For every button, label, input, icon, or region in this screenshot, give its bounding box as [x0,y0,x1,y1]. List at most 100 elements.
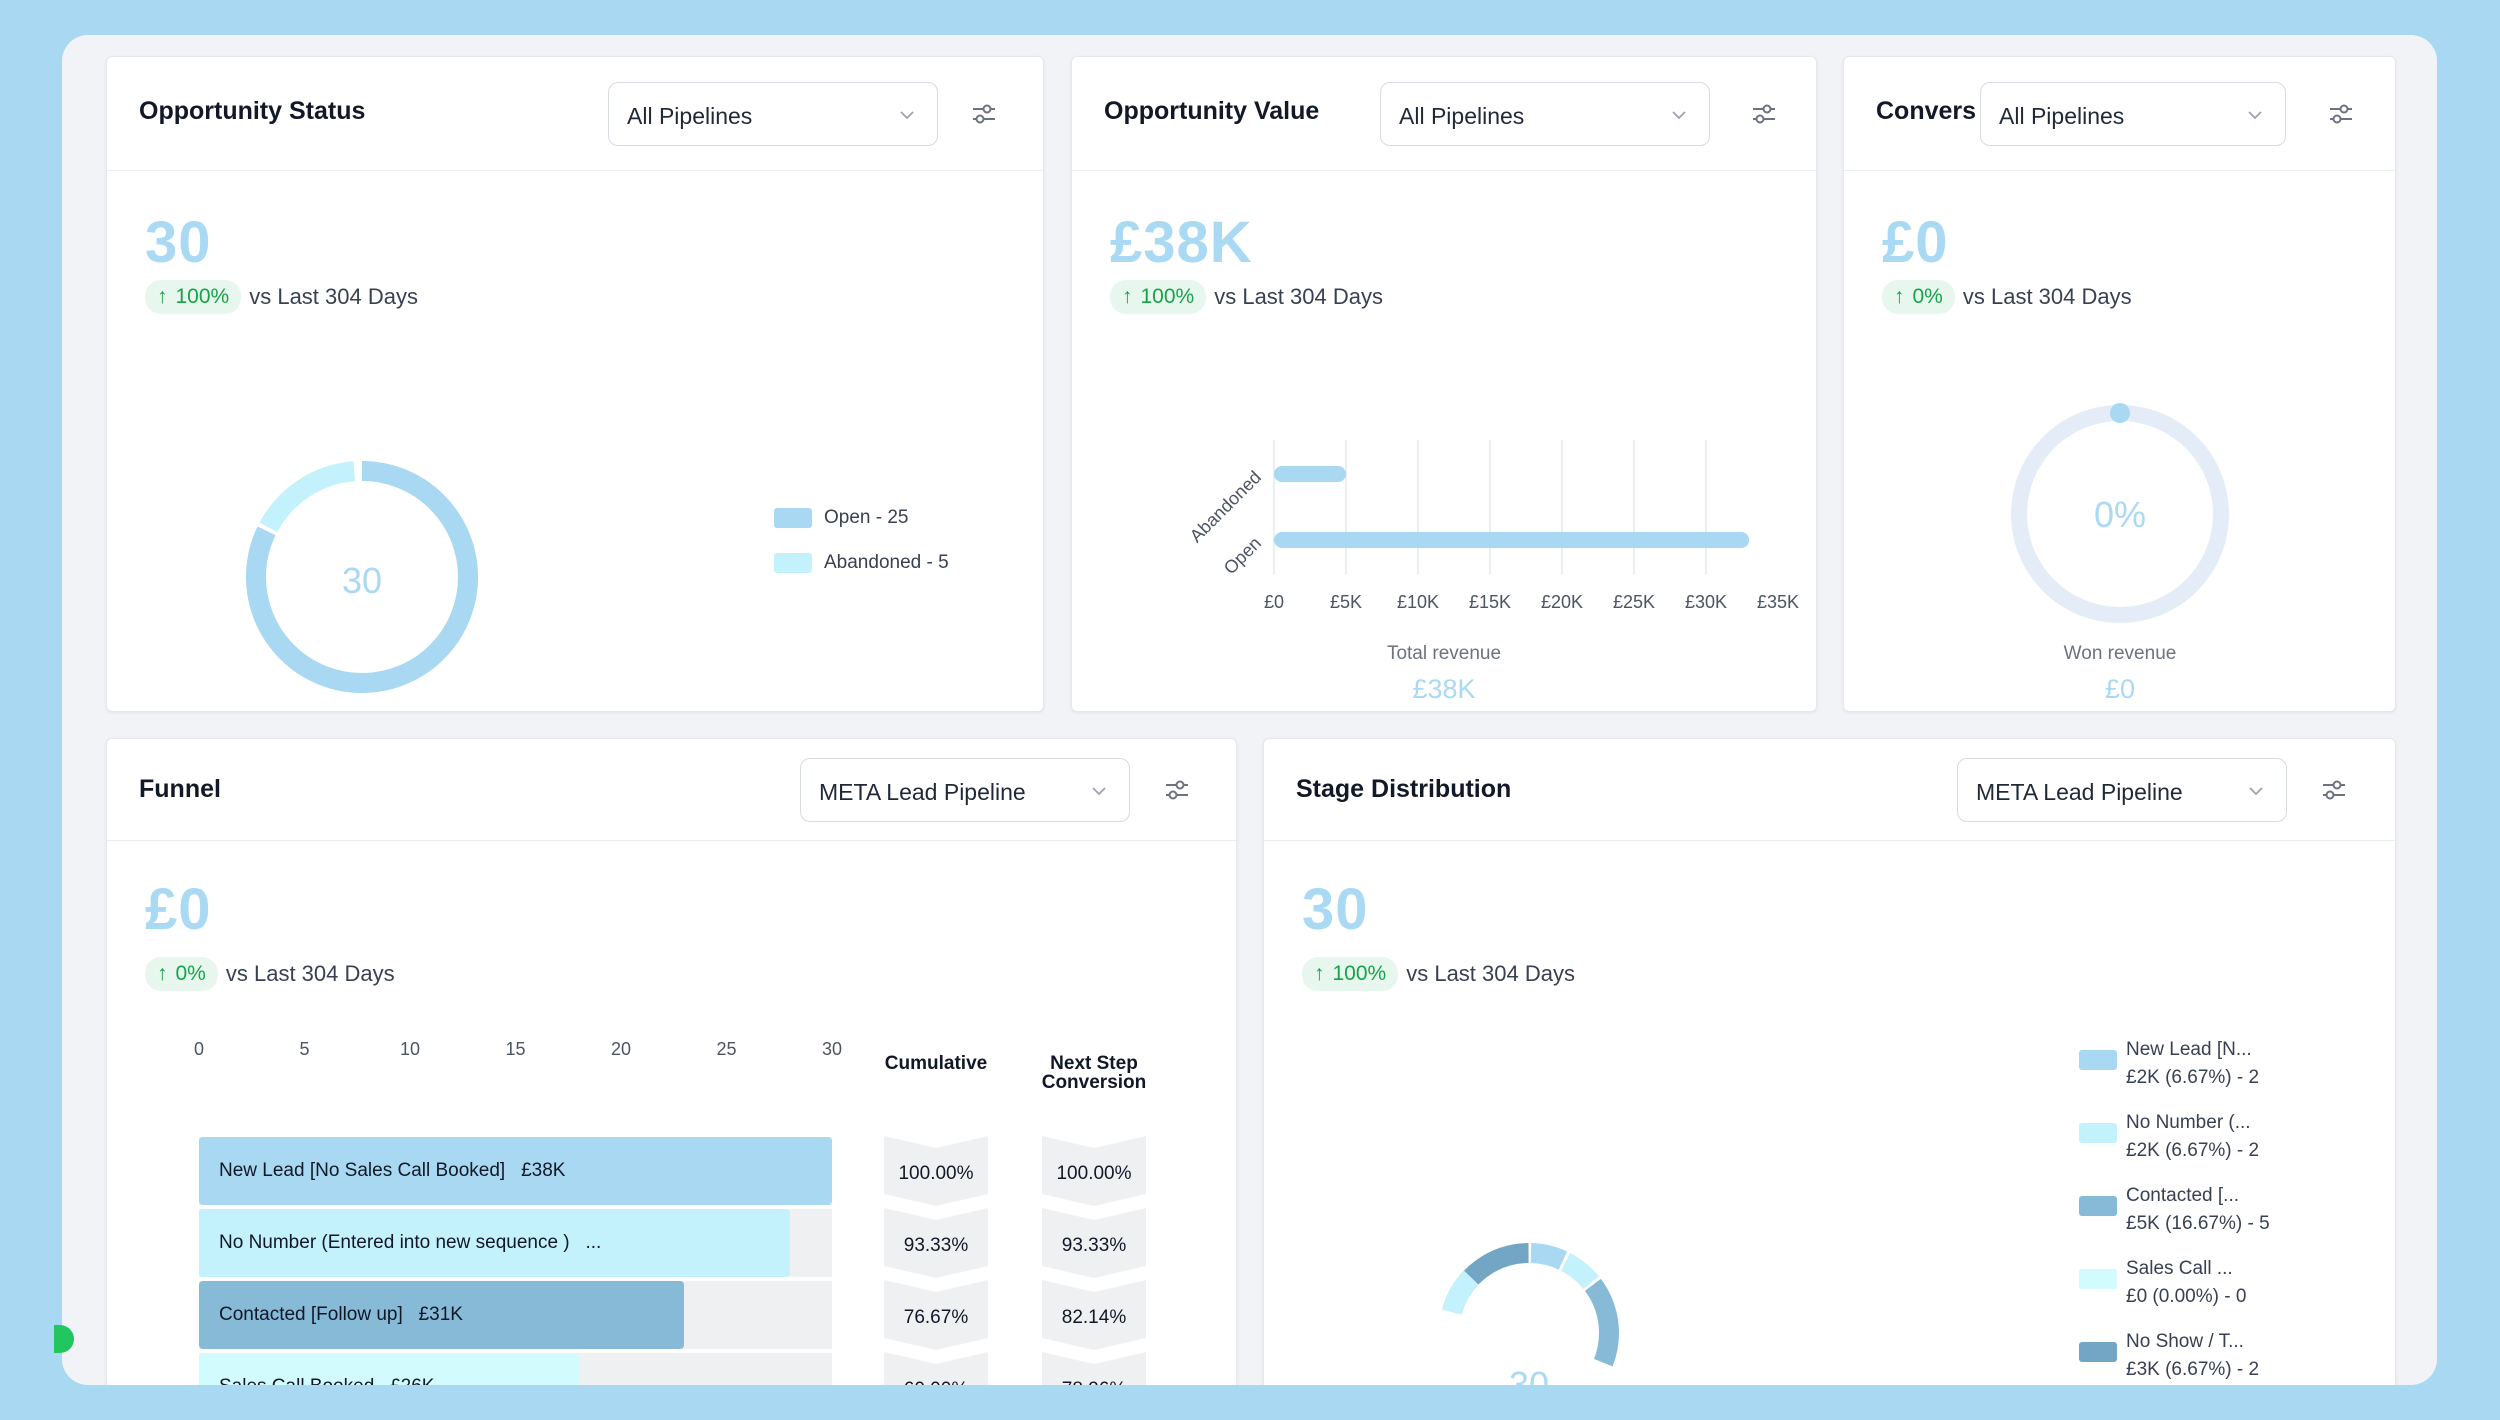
metric-value: 30 [1302,877,1369,942]
filter-settings-icon[interactable] [1749,99,1779,129]
donut-slice-open [246,461,478,693]
filter-settings-icon[interactable] [2326,99,2356,129]
funnel-axis-tick: 5 [299,1039,310,1059]
card-title: Funnel [139,775,221,803]
card-header: Funnel META Lead Pipeline [107,739,1236,841]
chevron-down-icon [1672,111,1686,120]
funnel-axis-tick: 0 [193,1039,205,1059]
cumulative-value: 60.00% [904,1379,968,1385]
next-value: 78.26% [1062,1379,1126,1385]
comparison-text: vs Last 304 Days [249,284,418,309]
opportunity-status-card: Opportunity Status All Pipelines 30 ↑ 100… [106,56,1044,712]
card-title: Opportunity Status [139,97,366,125]
pipeline-select[interactable]: All Pipelines [1980,82,2286,146]
pipeline-select[interactable]: META Lead Pipeline [800,758,1130,822]
arrow-up-icon: ↑ [1122,285,1133,308]
gauge-marker [2110,403,2130,423]
card-title: Opportunity Value [1104,97,1320,125]
funnel-bar[interactable] [199,1137,832,1205]
pipeline-select[interactable]: All Pipelines [608,82,938,146]
select-value: All Pipelines [1399,103,1525,129]
x-tick-label: £30K [1684,592,1728,612]
funnel-bar[interactable] [199,1281,685,1349]
won-revenue-label: Won revenue [2063,643,2177,664]
filter-settings-icon[interactable] [1162,775,1192,805]
filter-settings-icon[interactable] [2319,775,2349,805]
won-revenue-value: £0 [2104,674,2136,704]
funnel-bar-label: Contacted [Follow up] £31K [219,1304,463,1325]
metric-value: £38K [1110,210,1253,275]
arrow-up-icon: ↑ [1314,962,1325,985]
metric-value: £0 [1882,210,1949,275]
funnel-bar[interactable] [199,1209,790,1277]
funnel-bar[interactable] [199,1353,579,1385]
conversion-card: Conversion All Pipelines £0 ↑0% vs Last … [1843,56,2396,712]
delta-badge: ↑ 100% [1110,280,1207,314]
legend-item-abandoned: Abandoned - 5 [774,552,949,574]
funnel-axis-tick: 20 [610,1039,632,1059]
funnel-axis-tick: 30 [821,1039,843,1059]
stage-donut-chart [1439,1243,1619,1385]
funnel-bar-label: New Lead [No Sales Call Booked] £38K [219,1160,566,1181]
delta-badge: ↑ 100% [1302,957,1399,991]
comparison-text: vs Last 304 Days [1962,284,2132,309]
delta-row: ↑ 100% vs Last 304 Days [145,280,418,314]
bar-abandoned [1274,466,1346,482]
funnel-bar-label: No Number (Entered into new sequence ) .… [219,1232,602,1253]
category-label: Open [1220,533,1265,577]
delta-badge: ↑ 0% [145,957,218,991]
comparison-text: vs Last 304 Days [1214,284,1383,309]
chevron-down-icon [1092,787,1106,796]
metric-value: £0 [145,877,212,942]
total-revenue-label: Total revenue [1386,643,1502,664]
cumulative-value: 93.33% [903,1235,969,1256]
status-donut-chart [246,461,478,693]
card-header: Stage Distribution META Lead Pipeline [1264,739,2395,841]
category-label: Abandoned [1186,467,1265,546]
x-tick-label: £5K [1329,592,1363,612]
donut-center-value: 30 [1508,1364,1550,1385]
delta-row: ↑ 0% vs Last 304 Days [1882,280,2132,314]
delta-badge: ↑ 0% [1882,280,1955,314]
donut-center-value: 30 [341,560,383,601]
stage-slice-contacted [1439,1243,1619,1385]
arrow-up-icon: ↑ [157,962,168,985]
funnel-axis-tick: 10 [399,1039,421,1059]
pipeline-select[interactable]: META Lead Pipeline [1957,758,2287,822]
filter-settings-icon[interactable] [969,99,999,129]
delta-row: ↑ 100% vs Last 304 Days [1302,957,1575,991]
stage-distribution-card: Stage Distribution META Lead Pipeline 30… [1263,738,2396,1385]
delta-row: ↑ 100% vs Last 304 Days [1110,280,1383,314]
help-widget-tab[interactable] [54,1325,74,1353]
select-value: META Lead Pipeline [1976,779,2183,805]
delta-row: ↑ 0% vs Last 304 Days [145,957,395,991]
x-tick-label: £20K [1540,592,1584,612]
gauge-center-value: 0% [2093,494,2147,535]
cumulative-value: 100.00% [898,1163,974,1184]
arrow-up-icon: ↑ [157,285,168,308]
legend-item-open: Open - 25 [774,507,909,529]
select-value: All Pipelines [627,103,753,129]
x-tick-label: £15K [1468,592,1512,612]
cumulative-value: 76.67% [903,1307,969,1328]
funnel-axis-tick: 25 [716,1039,737,1059]
next-value: 100.00% [1056,1163,1132,1184]
next-value: 82.14% [1061,1307,1127,1328]
bar-open [1274,532,1750,548]
cumulative-header: Cumulative [884,1053,988,1074]
comparison-text: vs Last 304 Days [225,961,395,986]
x-tick-label: £25K [1612,592,1656,612]
x-tick-label: £35K [1756,592,1800,612]
chevron-down-icon [2249,787,2263,796]
delta-badge: ↑ 100% [145,280,242,314]
x-tick-label: £10K [1396,592,1440,612]
next-step-header: Next Step Conversion [1041,1053,1147,1093]
card-header: Opportunity Status All Pipelines [107,57,1043,171]
stage-slice-other [1439,1243,1619,1385]
funnel-bar-label: Sales Call Booked £26K [219,1376,434,1385]
pipeline-select[interactable]: All Pipelines [1380,82,1710,146]
dashboard-frame: Opportunity Status All Pipelines 30 ↑ 100… [62,35,2437,1385]
select-value: All Pipelines [1999,103,2125,129]
funnel-axis-tick: 15 [505,1039,526,1059]
